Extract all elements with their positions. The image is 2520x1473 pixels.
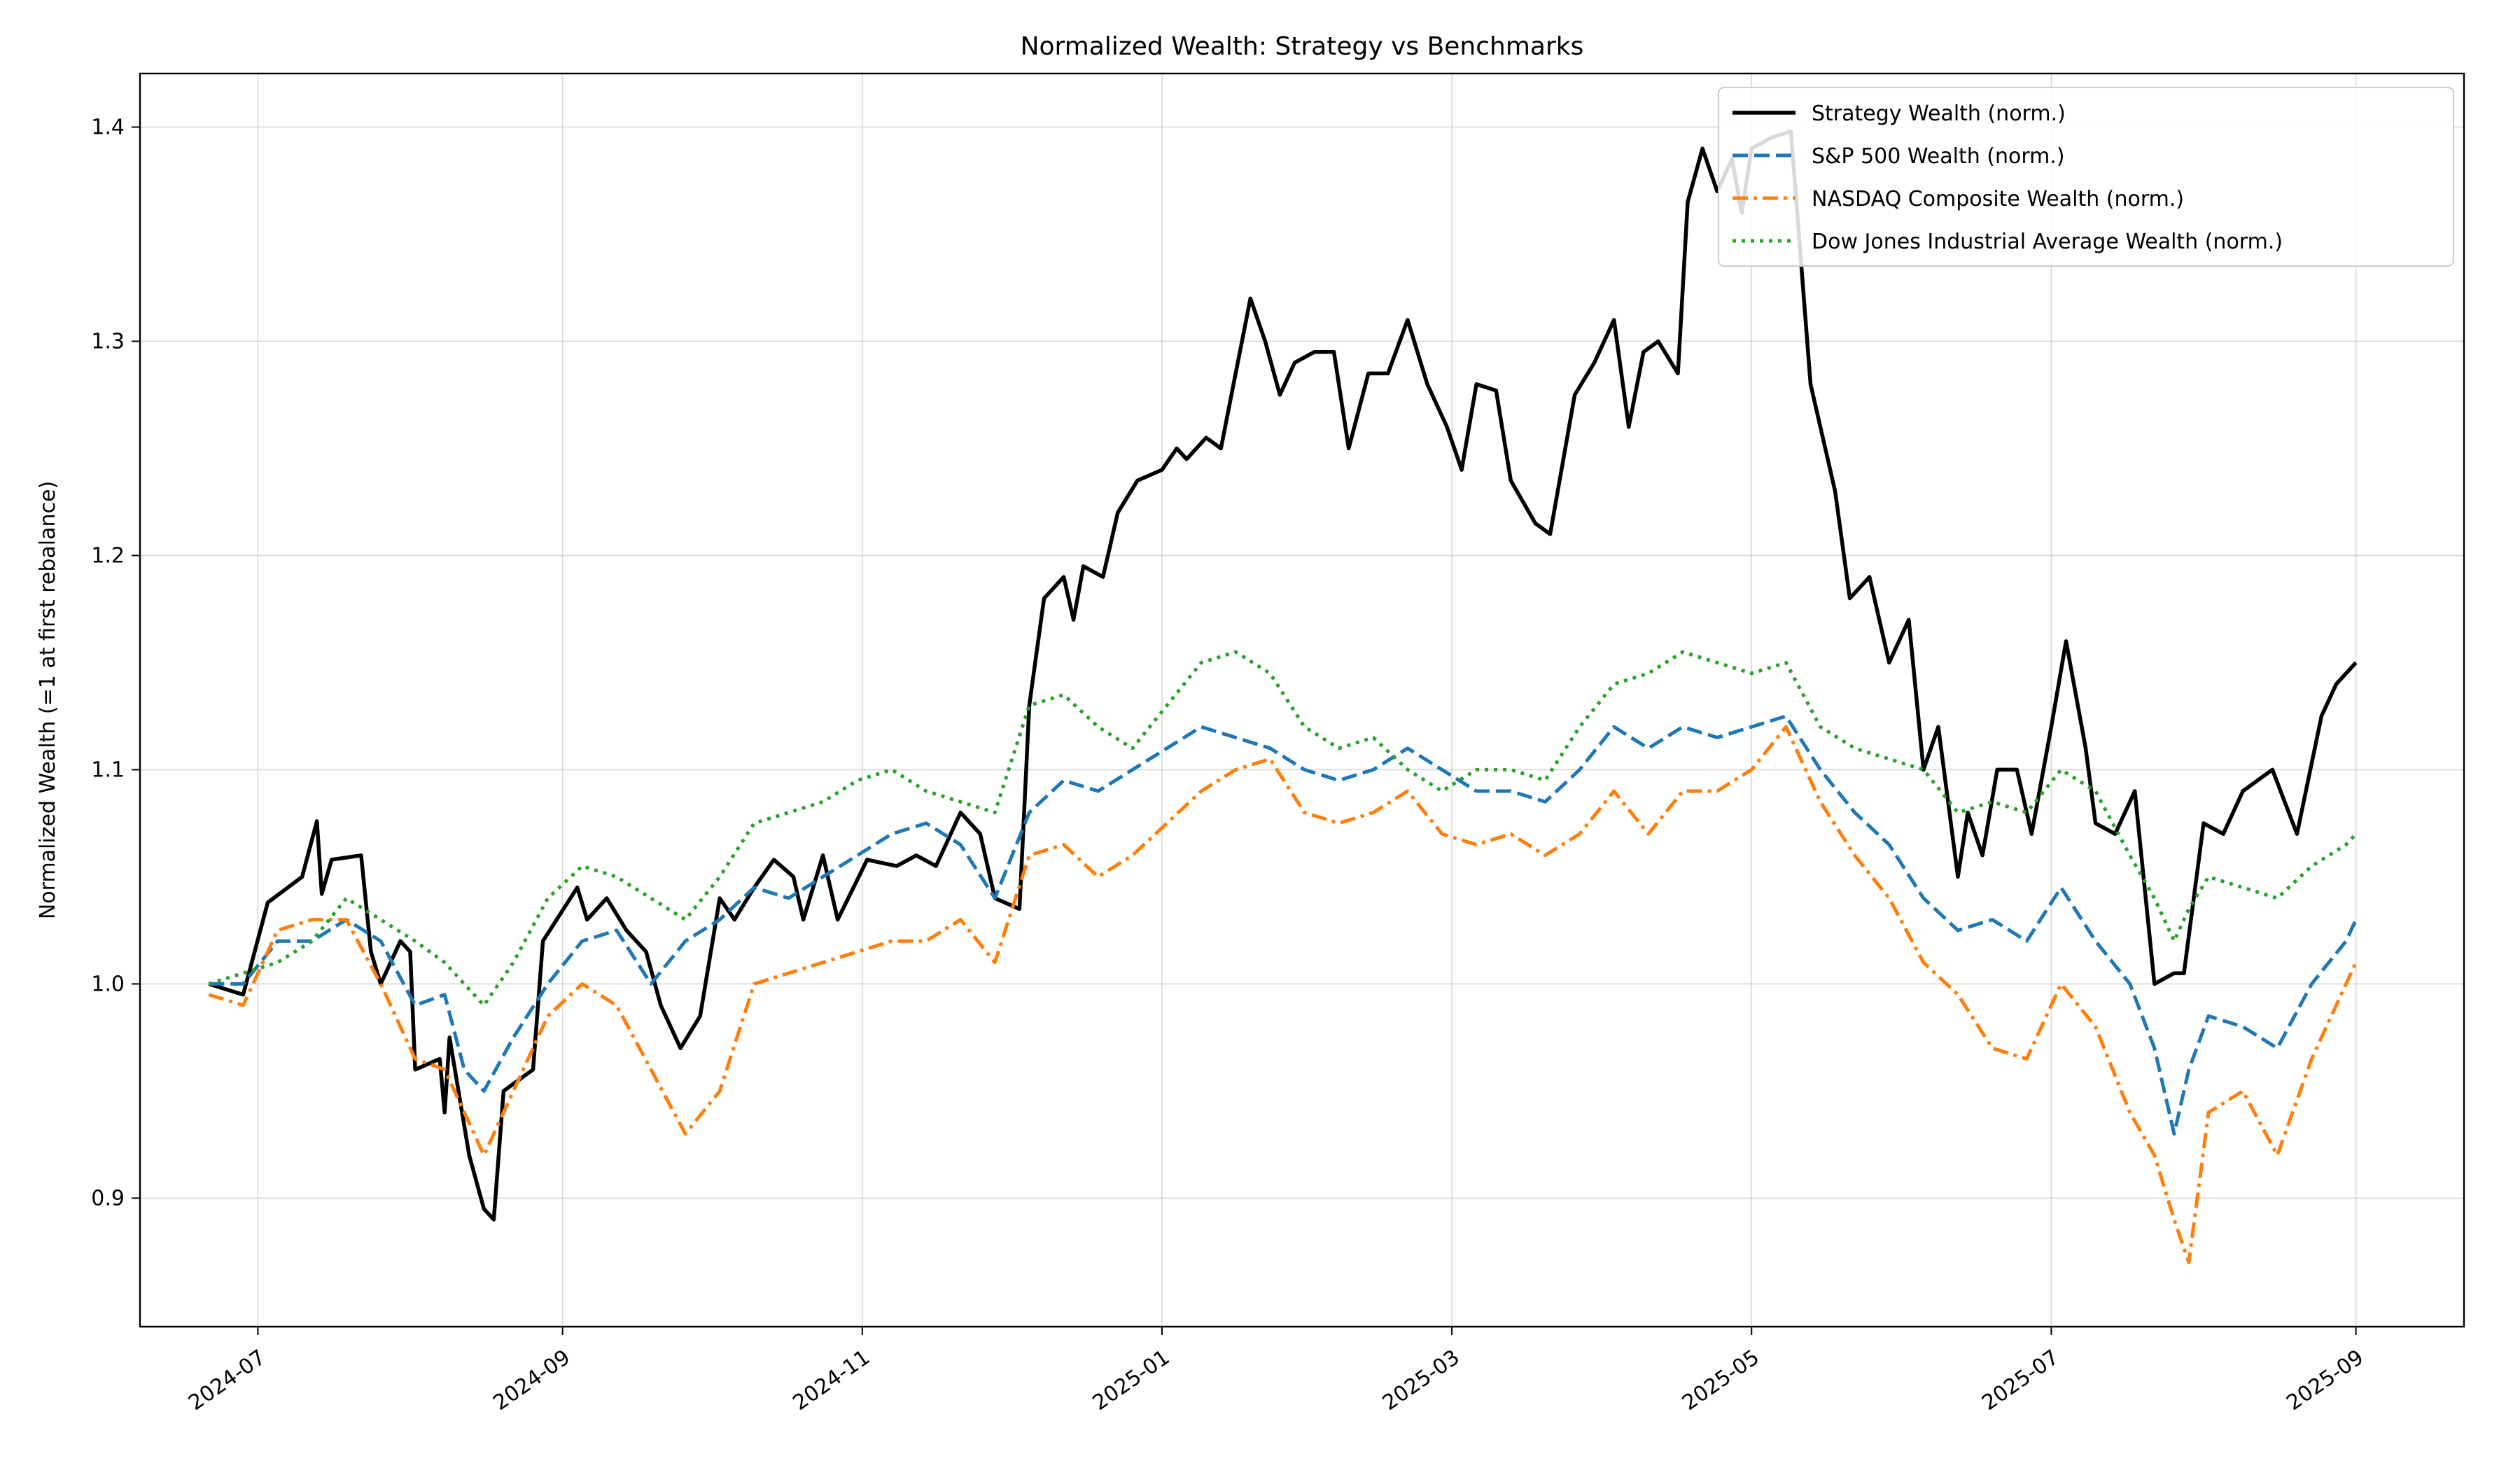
y-tick-label: 1.1: [91, 758, 125, 782]
y-tick-label: 1.3: [91, 329, 125, 354]
y-tick-label: 0.9: [91, 1186, 125, 1210]
y-axis-label: Normalized Wealth (=1 at first rebalance…: [36, 481, 60, 919]
y-tick-label: 1.0: [91, 972, 125, 996]
legend-label: Strategy Wealth (norm.): [1812, 102, 2066, 126]
legend: Strategy Wealth (norm.) S&P 500 Wealth (n…: [1718, 87, 2454, 267]
legend-label: NASDAQ Composite Wealth (norm.): [1812, 187, 2184, 211]
y-axis: 0.9 1.0 1.1 1.2 1.3 1.4: [91, 115, 140, 1210]
legend-label: Dow Jones Industrial Average Wealth (nor…: [1812, 230, 2283, 254]
series-line-2: [209, 714, 2358, 1136]
series-lines: [208, 129, 2358, 1264]
y-tick-label: 1.4: [91, 115, 125, 139]
y-tick-label: 1.2: [91, 543, 125, 568]
legend-box: [1718, 87, 2454, 267]
series-line-1: [208, 129, 2358, 1222]
series-line-3: [208, 725, 2358, 1264]
chart-title: Normalized Wealth: Strategy vs Benchmark…: [1021, 32, 1584, 61]
legend-label: S&P 500 Wealth (norm.): [1812, 144, 2065, 169]
plot-frame: [139, 72, 2465, 1328]
